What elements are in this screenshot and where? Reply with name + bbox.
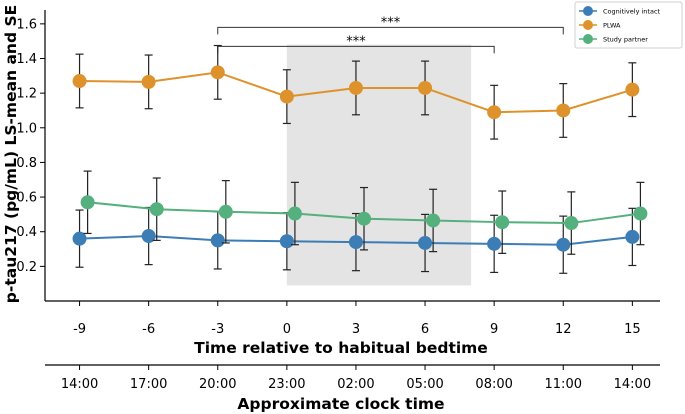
legend-label: PLWA xyxy=(603,22,621,30)
y-tick-label: 1.2 xyxy=(16,87,37,102)
y-tick-label: 1.6 xyxy=(16,17,37,32)
legend-label: Cognitively intact xyxy=(603,8,661,16)
x-axis: -9 -6 -3 0 3 6 9 12 15 xyxy=(45,300,660,337)
shaded-sleep-window-layer xyxy=(286,44,472,286)
clock-tick-label: 08:00 xyxy=(475,377,512,392)
data-point xyxy=(487,236,502,251)
data-point xyxy=(141,74,156,89)
significance-label: *** xyxy=(346,34,366,49)
clock-tick-label: 20:00 xyxy=(199,377,236,392)
series-plwa xyxy=(72,44,640,140)
legend-marker xyxy=(583,20,593,30)
clock-axis-title: Approximate clock time xyxy=(237,395,444,413)
clock-tick-label: 23:00 xyxy=(268,377,305,392)
data-point xyxy=(218,204,233,219)
data-point xyxy=(348,235,363,250)
data-point xyxy=(210,233,225,248)
x-tick-label: 9 xyxy=(490,322,498,337)
legend-marker xyxy=(583,34,593,44)
data-point xyxy=(279,89,294,104)
data-point xyxy=(141,229,156,244)
y-tick-label: 0.6 xyxy=(16,191,37,206)
x-tick-label: 6 xyxy=(421,322,429,337)
data-point xyxy=(418,80,433,95)
x-tick-label: 3 xyxy=(352,322,360,337)
data-point xyxy=(348,80,363,95)
clock-tick-label: 11:00 xyxy=(545,377,582,392)
clock-tick-label: 17:00 xyxy=(130,377,167,392)
data-point xyxy=(72,231,87,246)
data-point xyxy=(357,211,372,226)
x-tick-label: 12 xyxy=(555,322,572,337)
x-tick-label: 15 xyxy=(624,322,641,337)
shaded-sleep-window xyxy=(286,44,472,286)
clock-tick-label: 14:00 xyxy=(614,377,651,392)
clock-tick-label: 02:00 xyxy=(337,377,374,392)
data-point xyxy=(564,216,579,231)
x-axis-title: Time relative to habitual bedtime xyxy=(194,339,488,357)
significance-label: *** xyxy=(381,15,401,30)
x-tick-label: 0 xyxy=(283,322,291,337)
clock-time-axis: 14:00 17:00 20:00 23:00 02:00 05:00 08:00 11:00… xyxy=(45,364,660,392)
data-point xyxy=(72,74,87,89)
y-tick-label: 0.8 xyxy=(16,156,37,171)
y-tick-label: 1.0 xyxy=(16,121,37,136)
data-point xyxy=(80,195,95,210)
series-study-partner xyxy=(80,170,648,255)
data-point xyxy=(210,65,225,80)
x-tick-label: -9 xyxy=(73,322,86,337)
data-point xyxy=(418,235,433,250)
y-tick-label: 1.4 xyxy=(16,52,37,67)
data-point xyxy=(487,105,502,120)
clock-tick-label: 05:00 xyxy=(406,377,443,392)
data-point xyxy=(633,206,648,221)
y-tick-label: 0.4 xyxy=(16,225,37,240)
legend: Cognitively intact PLWA Study partner xyxy=(574,1,683,49)
y-axis-title: p-tau217 (pg/mL) LS-mean and SE xyxy=(2,5,20,303)
series-cognitively-intact xyxy=(72,206,640,274)
data-point xyxy=(279,234,294,249)
x-tick-label: -3 xyxy=(211,322,224,337)
clock-tick-label: 14:00 xyxy=(61,377,98,392)
significance-bracket xyxy=(217,26,564,35)
y-tick-label: 0.2 xyxy=(16,260,37,275)
legend-marker xyxy=(583,6,593,16)
series-layer xyxy=(72,44,648,274)
data-point xyxy=(625,229,640,244)
x-tick-label: -6 xyxy=(142,322,155,337)
legend-label: Study partner xyxy=(603,36,648,44)
data-point xyxy=(556,103,571,118)
data-point xyxy=(426,213,441,228)
legend-box xyxy=(574,1,683,49)
data-point xyxy=(287,206,302,221)
data-point xyxy=(625,82,640,97)
data-point xyxy=(495,215,510,230)
data-point xyxy=(556,237,571,252)
data-point xyxy=(149,202,164,217)
y-axis: 0.2 0.4 0.6 0.8 1.0 1.2 1.4 1.6 xyxy=(16,10,46,301)
